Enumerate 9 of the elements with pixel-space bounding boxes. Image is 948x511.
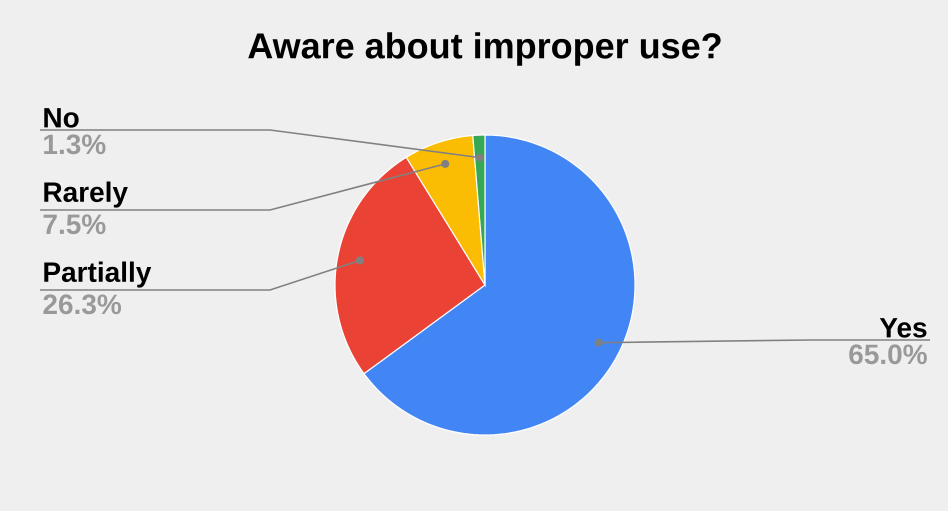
slice-label: Partially <box>44 261 152 288</box>
chart-title: Aware about improper use? <box>248 32 721 66</box>
data-label: 65.0% <box>849 344 927 364</box>
data-label: 1.3% <box>44 134 106 154</box>
data-label: 26.3% <box>43 294 122 314</box>
slice-label: No <box>44 108 79 128</box>
slice-label: Yes <box>880 318 926 338</box>
data-label: 7.5% <box>44 214 106 234</box>
slice-label: Rarely <box>44 181 128 208</box>
